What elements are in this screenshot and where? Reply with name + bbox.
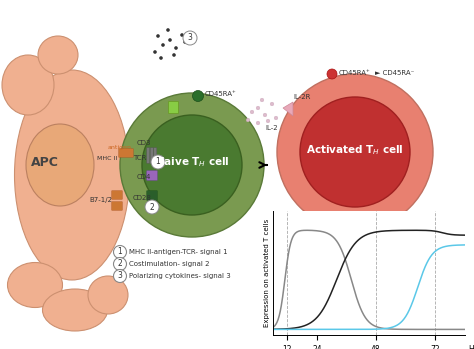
Circle shape xyxy=(183,40,187,44)
Circle shape xyxy=(151,155,165,169)
Circle shape xyxy=(289,233,298,243)
Circle shape xyxy=(172,53,176,57)
Circle shape xyxy=(120,93,264,237)
FancyBboxPatch shape xyxy=(150,148,153,163)
Y-axis label: Expression on activated T cells: Expression on activated T cells xyxy=(264,219,270,327)
Circle shape xyxy=(161,43,165,47)
Text: CD3: CD3 xyxy=(137,140,151,146)
Text: CD4: CD4 xyxy=(137,174,151,180)
Circle shape xyxy=(113,258,127,270)
FancyBboxPatch shape xyxy=(118,149,133,157)
Circle shape xyxy=(256,121,260,125)
Circle shape xyxy=(274,116,278,120)
Text: Hours: Hours xyxy=(468,345,474,349)
Circle shape xyxy=(113,269,127,282)
Text: (late): (late) xyxy=(420,253,439,260)
FancyBboxPatch shape xyxy=(112,191,122,199)
FancyBboxPatch shape xyxy=(112,202,122,210)
Circle shape xyxy=(277,74,433,230)
Text: CD45RA⁺: CD45RA⁺ xyxy=(205,91,237,97)
Text: ► CD45RA⁻: ► CD45RA⁻ xyxy=(375,70,414,76)
Circle shape xyxy=(350,233,359,243)
Text: IL-2: IL-2 xyxy=(266,125,278,131)
Text: CD69: CD69 xyxy=(283,245,303,254)
Circle shape xyxy=(145,200,159,214)
Text: MHC II: MHC II xyxy=(97,156,117,161)
Circle shape xyxy=(113,245,127,259)
Text: Polarizing cytokines- signal 3: Polarizing cytokines- signal 3 xyxy=(129,273,231,279)
Text: HLA-DR: HLA-DR xyxy=(415,245,445,254)
Circle shape xyxy=(192,90,203,102)
Text: IL-2R: IL-2R xyxy=(293,94,310,100)
Text: Naive T$_H$ cell: Naive T$_H$ cell xyxy=(155,155,229,169)
Text: 2: 2 xyxy=(150,202,155,211)
Ellipse shape xyxy=(88,276,128,314)
Text: B7-1/2: B7-1/2 xyxy=(90,197,112,203)
Text: (early): (early) xyxy=(282,253,304,260)
Text: 2: 2 xyxy=(118,260,122,268)
Circle shape xyxy=(159,56,163,60)
FancyBboxPatch shape xyxy=(154,148,157,163)
Circle shape xyxy=(156,34,160,38)
FancyBboxPatch shape xyxy=(146,171,157,180)
Circle shape xyxy=(266,119,270,123)
Circle shape xyxy=(180,33,184,37)
Text: Costimulation- signal 2: Costimulation- signal 2 xyxy=(129,261,210,267)
Circle shape xyxy=(250,110,254,114)
Text: 1: 1 xyxy=(155,157,160,166)
FancyBboxPatch shape xyxy=(168,102,179,113)
Text: (mid-late): (mid-late) xyxy=(338,253,372,260)
Ellipse shape xyxy=(38,36,78,74)
Text: 3: 3 xyxy=(118,272,122,281)
Circle shape xyxy=(168,38,172,42)
Text: APC: APC xyxy=(31,156,59,170)
Circle shape xyxy=(142,115,242,215)
Circle shape xyxy=(270,102,274,106)
Text: antigen: antigen xyxy=(108,146,132,150)
Text: CD45RA⁺: CD45RA⁺ xyxy=(339,70,371,76)
Ellipse shape xyxy=(43,289,108,331)
Text: TCR: TCR xyxy=(133,155,146,161)
Circle shape xyxy=(183,31,197,45)
Circle shape xyxy=(174,46,178,50)
Text: CD25: CD25 xyxy=(345,245,365,254)
Circle shape xyxy=(256,106,260,110)
Circle shape xyxy=(300,97,410,207)
FancyBboxPatch shape xyxy=(146,148,150,163)
Text: 3: 3 xyxy=(188,34,192,43)
Text: Activated T$_H$ cell: Activated T$_H$ cell xyxy=(306,143,404,157)
Circle shape xyxy=(260,98,264,102)
Circle shape xyxy=(166,28,170,32)
Text: MHC II-antigen-TCR- signal 1: MHC II-antigen-TCR- signal 1 xyxy=(129,249,228,255)
FancyBboxPatch shape xyxy=(146,191,157,200)
Text: 1: 1 xyxy=(118,247,122,257)
Circle shape xyxy=(246,118,250,122)
Circle shape xyxy=(327,69,337,79)
Circle shape xyxy=(153,50,157,54)
Circle shape xyxy=(426,233,435,243)
Ellipse shape xyxy=(26,124,94,206)
Text: CD28: CD28 xyxy=(133,195,151,201)
Ellipse shape xyxy=(8,262,63,307)
Ellipse shape xyxy=(15,70,129,280)
Polygon shape xyxy=(283,102,293,116)
Circle shape xyxy=(263,113,267,117)
Ellipse shape xyxy=(2,55,54,115)
